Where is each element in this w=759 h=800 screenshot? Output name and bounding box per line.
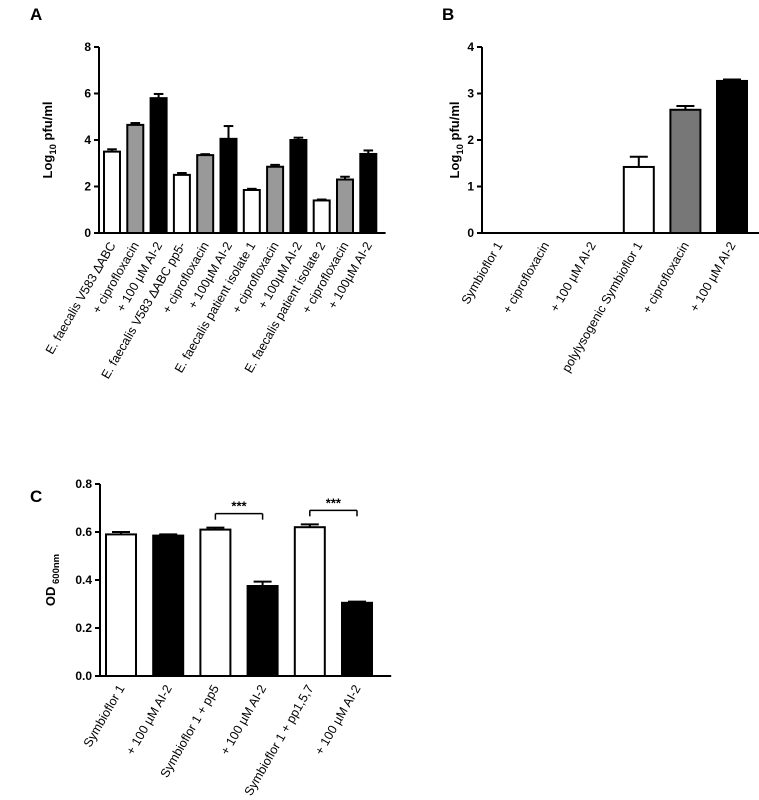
y-tick-label: 4 [84,133,91,147]
bar [312,199,331,234]
bar [669,108,702,234]
y-axis-label: OD 600nm [43,554,62,606]
y-tick-label: 0.4 [75,573,92,587]
panel-letter: C [30,487,42,506]
category-label: polylysogenic Symbioflor 1 [559,239,645,374]
category-label: Symbioflor 1 [459,239,506,306]
bar [246,585,279,677]
panel-letter: A [30,5,42,24]
bar [266,165,285,234]
bar [219,137,238,234]
bar [149,97,168,235]
bar [126,123,145,234]
y-tick-label: 8 [84,40,91,54]
y-tick-label: 3 [467,87,474,101]
y-tick-label: 0 [467,226,474,240]
category-label: + ciprofloxacin [500,239,552,316]
bar [199,528,232,677]
bar [103,150,121,234]
panel-letter: B [442,5,454,24]
y-tick-label: 0 [84,226,91,240]
category-label: + ciprofloxacin [640,239,692,316]
y-axis-label: Log10 pfu/ml [40,101,59,178]
bar [293,526,326,678]
significance-label: *** [326,495,342,510]
bar [622,165,655,234]
y-tick-label: 0.0 [75,669,92,683]
bar [716,79,748,234]
category-label: + 100 µM AI-2 [123,682,174,757]
category-label: Symbioflor 1 [81,682,128,749]
category-label: + 100 µM AI-2 [312,682,363,757]
bar [172,173,191,234]
y-tick-label: 0.2 [75,621,92,635]
bar [289,139,308,234]
y-tick-label: 0.6 [75,525,92,539]
category-label: + 100 µM AI-2 [218,682,269,757]
significance-label: *** [231,499,247,514]
y-tick-label: 1 [467,180,474,194]
bar [105,533,137,678]
y-tick-label: 2 [84,180,91,194]
bar [152,534,185,677]
bar [359,152,378,234]
y-tick-label: 4 [467,40,474,54]
y-tick-label: 6 [84,87,91,101]
bar [341,601,373,677]
bar [336,178,354,234]
y-tick-label: 0.8 [75,477,92,491]
y-tick-label: 2 [467,133,474,147]
category-label: + 100 µM AI-2 [547,239,598,314]
bar [196,154,215,234]
y-axis-label: Log10 pfu/ml [447,101,466,178]
category-label: + 100 µM AI-2 [687,239,738,314]
bar [242,188,261,235]
